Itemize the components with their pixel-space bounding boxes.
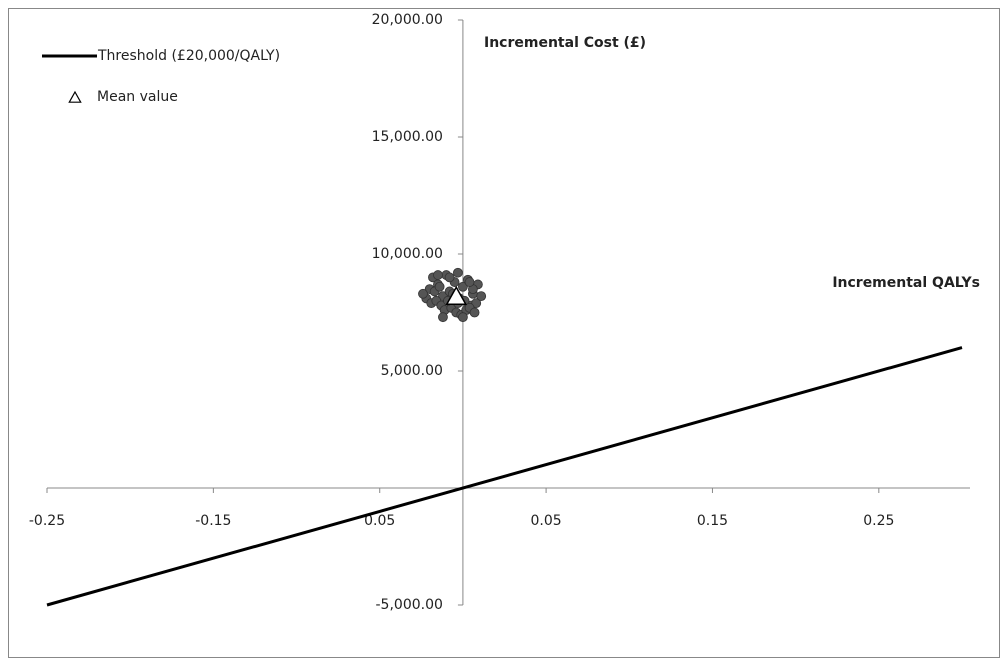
x-tick-label: 0.05 (531, 513, 562, 529)
simulation-point (458, 312, 468, 323)
threshold-line (46, 346, 963, 607)
y-axis-title: Incremental Cost (£) (484, 35, 646, 51)
simulation-point (458, 281, 468, 292)
chart-frame (8, 8, 1000, 658)
x-axis-title: Incremental QALYs (832, 275, 980, 291)
x-tick-label: 0.15 (697, 513, 728, 529)
simulation-point (453, 267, 463, 278)
simulation-point (471, 298, 482, 309)
simulation-point (476, 291, 487, 302)
simulation-point (469, 307, 480, 318)
simulation-point (418, 288, 428, 299)
simulation-point (433, 270, 443, 280)
x-tick-label: -0.25 (29, 513, 65, 529)
mean-marker (445, 285, 468, 306)
y-tick-label: 15,000.00 (372, 129, 443, 145)
simulation-point (434, 281, 445, 292)
legend-swatch (68, 90, 82, 103)
y-tick-label: 10,000.00 (372, 246, 443, 262)
simulation-point (438, 312, 448, 323)
simulation-point (444, 272, 455, 283)
simulation-point (464, 277, 475, 287)
x-tick-label: 0.05 (364, 513, 395, 529)
x-tick-label: -0.15 (195, 513, 231, 529)
legend-label: Mean value (97, 89, 178, 105)
y-tick-label: 5,000.00 (381, 363, 443, 379)
y-tick-label: -5,000.00 (376, 597, 443, 613)
x-tick-label: 0.25 (863, 513, 894, 529)
y-tick-label: 20,000.00 (372, 12, 443, 28)
legend-label: Threshold (£20,000/QALY) (97, 48, 280, 64)
